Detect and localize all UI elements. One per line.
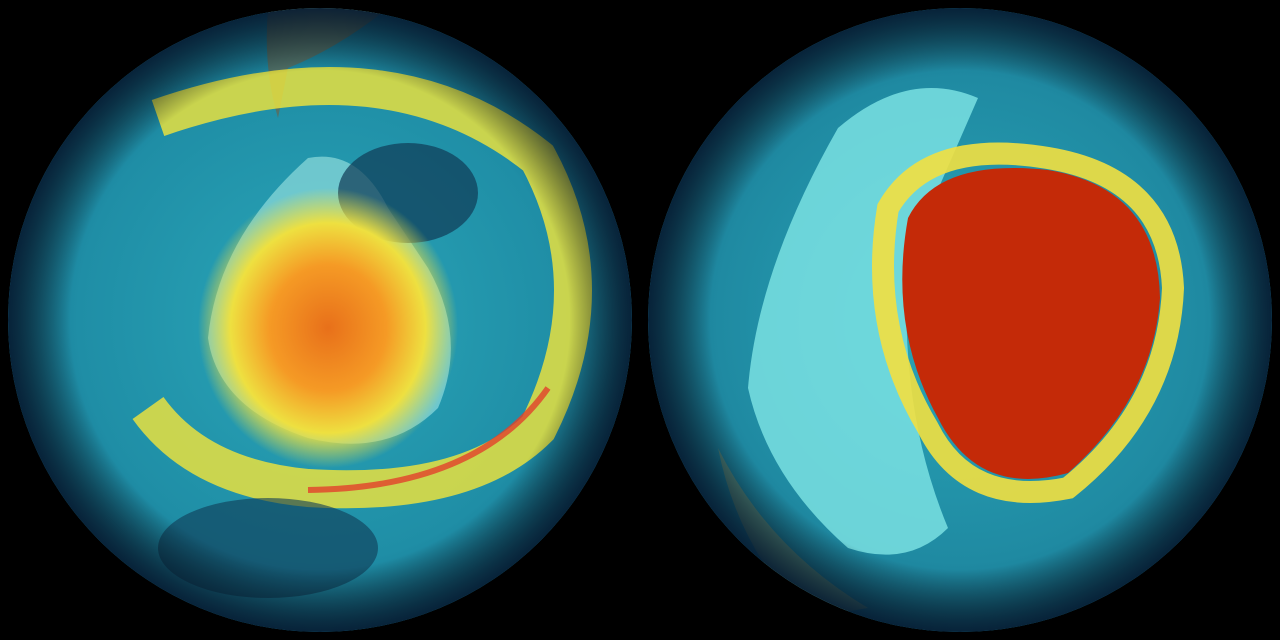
ozone-field-right	[648, 8, 1272, 632]
ozone-field-left	[8, 8, 632, 632]
southern-hemisphere-globe-right	[648, 8, 1272, 632]
southern-hemisphere-globe-left	[8, 8, 632, 632]
